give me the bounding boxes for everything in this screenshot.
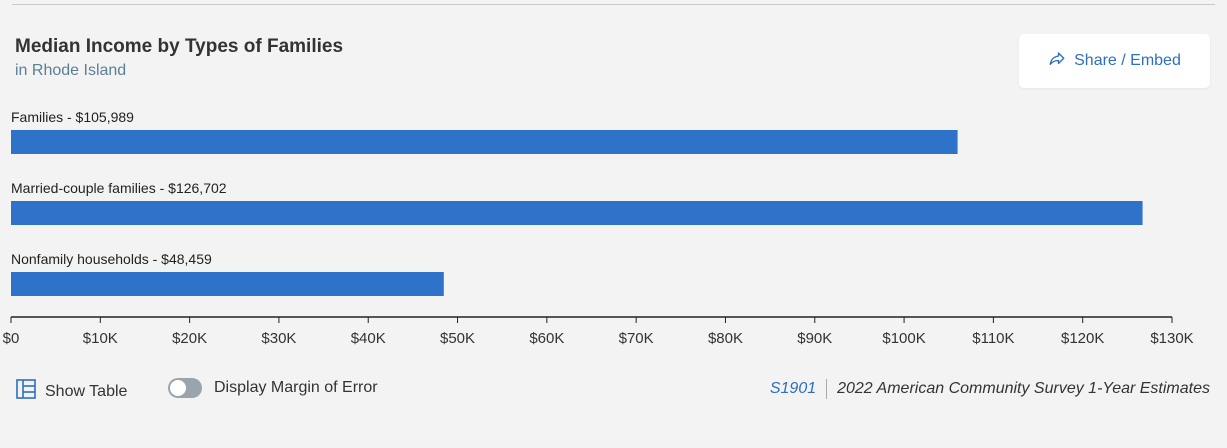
x-tick-label: $0: [3, 330, 20, 347]
x-tick-label: $120K: [1061, 330, 1104, 347]
chart-title: Median Income by Types of Families: [15, 36, 344, 57]
table-icon: [15, 378, 37, 405]
bar-label: Married-couple families - $126,702: [11, 180, 227, 196]
bar-label: Nonfamily households - $48,459: [11, 251, 212, 267]
show-table-label: Show Table: [45, 382, 128, 400]
bar-label: Families - $105,989: [11, 109, 134, 125]
x-tick-label: $40K: [351, 330, 386, 347]
show-table-button[interactable]: Show Table: [15, 378, 127, 405]
bar[interactable]: [11, 130, 958, 154]
toggle-knob: [170, 380, 186, 396]
source-separator: [826, 379, 828, 399]
x-tick-label: $60K: [529, 330, 564, 347]
share-embed-label: Share / Embed: [1074, 52, 1181, 69]
bar[interactable]: [11, 272, 444, 296]
x-tick-label: $30K: [261, 330, 296, 347]
bar-chart: Families - $105,989 Married-couple famili…: [3, 109, 1194, 347]
source-table-link[interactable]: S1901: [769, 380, 817, 397]
x-tick-label: $70K: [619, 330, 654, 347]
margin-of-error-toggle[interactable]: [168, 378, 202, 398]
chart-footer: Show Table Display Margin of Error S1901…: [0, 374, 1227, 404]
x-tick-label: $90K: [797, 330, 832, 347]
margin-of-error-control: Display Margin of Error: [168, 378, 378, 398]
x-tick-label: $20K: [172, 330, 207, 347]
x-tick-label: $110K: [972, 330, 1014, 347]
bar[interactable]: [11, 201, 1143, 225]
x-tick-label: $100K: [882, 330, 925, 347]
share-icon: [1048, 50, 1066, 73]
source-text: 2022 American Community Survey 1-Year Es…: [837, 380, 1210, 397]
x-tick-label: $130K: [1150, 330, 1193, 347]
x-tick-label: $10K: [83, 330, 118, 347]
chart-subtitle: in Rhode Island: [15, 62, 127, 79]
top-divider: [12, 4, 1215, 5]
margin-of-error-label: Display Margin of Error: [214, 379, 378, 396]
share-embed-button[interactable]: Share / Embed: [1019, 34, 1210, 88]
x-tick-label: $80K: [708, 330, 743, 347]
x-tick-label: $50K: [440, 330, 475, 347]
source-citation: S1901 2022 American Community Survey 1-Y…: [770, 379, 1210, 399]
